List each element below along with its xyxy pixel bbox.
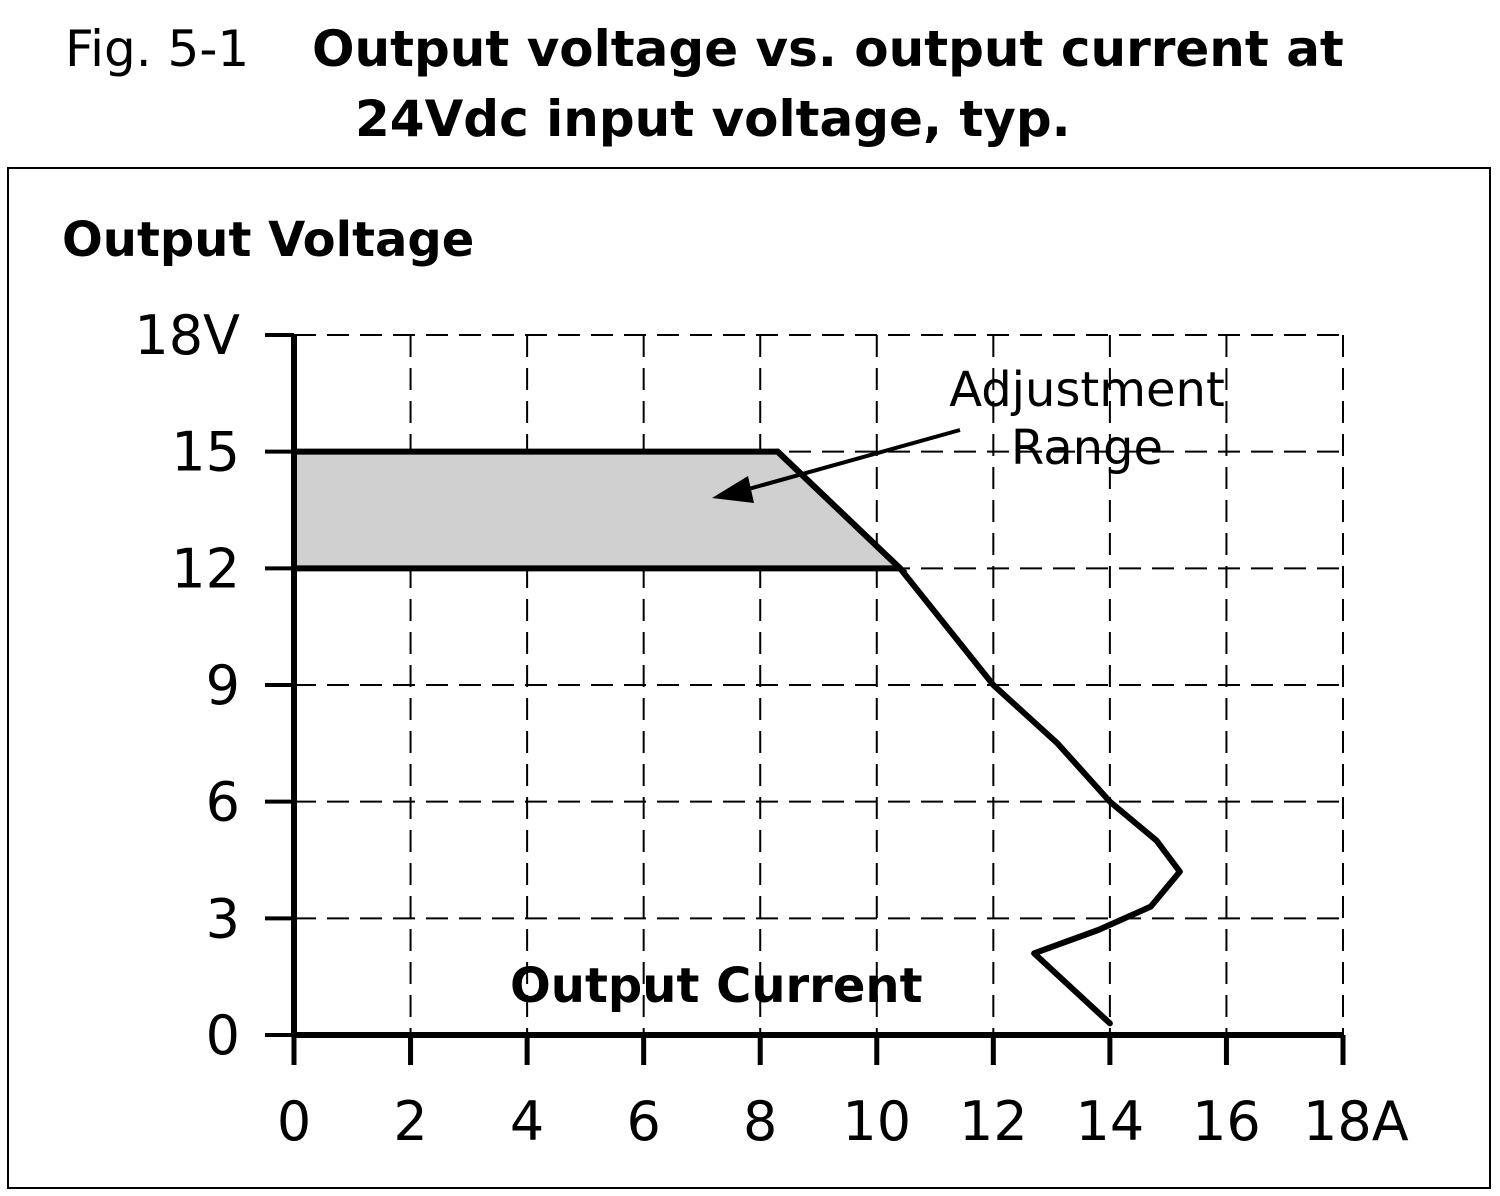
annotation-arrow bbox=[744, 428, 961, 492]
adjustment-range bbox=[291, 448, 908, 572]
x-tick-label: 18A bbox=[1303, 1090, 1409, 1153]
x-tick-label: 16 bbox=[1192, 1090, 1261, 1153]
annotation: Adjustment bbox=[949, 362, 1225, 418]
chart-title: 24Vdc input voltage, typ. bbox=[355, 90, 1071, 148]
y-tick-label: 3 bbox=[206, 887, 240, 950]
annotation: Range bbox=[1011, 420, 1163, 476]
x-tick-label: 2 bbox=[393, 1090, 427, 1153]
curve bbox=[774, 448, 1183, 1027]
x-tick-label: 6 bbox=[626, 1090, 660, 1153]
x-tick-label: 10 bbox=[842, 1090, 911, 1153]
x-tick-label: 12 bbox=[959, 1090, 1028, 1153]
x-axis-label: Output Current bbox=[510, 958, 923, 1014]
y-tick-label: 6 bbox=[206, 771, 240, 834]
x-tick-label: 8 bbox=[743, 1090, 777, 1153]
y-tick-label: 12 bbox=[171, 537, 240, 600]
annotation-arrowhead bbox=[712, 476, 754, 503]
chart-title: Output voltage vs. output current at bbox=[312, 20, 1344, 78]
y-axis-label: Output Voltage bbox=[62, 212, 474, 268]
frame bbox=[7, 167, 1491, 1189]
x-tick-label: 0 bbox=[277, 1090, 311, 1153]
figure-label: Fig. 5-1 bbox=[65, 20, 249, 78]
y-tick-label: 15 bbox=[171, 421, 240, 484]
y-tick-label: 0 bbox=[206, 1004, 240, 1067]
y-tick-label: 9 bbox=[206, 654, 240, 717]
x-tick-label: 4 bbox=[510, 1090, 544, 1153]
x-tick-label: 14 bbox=[1076, 1090, 1145, 1153]
y-tick-label: 18V bbox=[134, 304, 240, 367]
